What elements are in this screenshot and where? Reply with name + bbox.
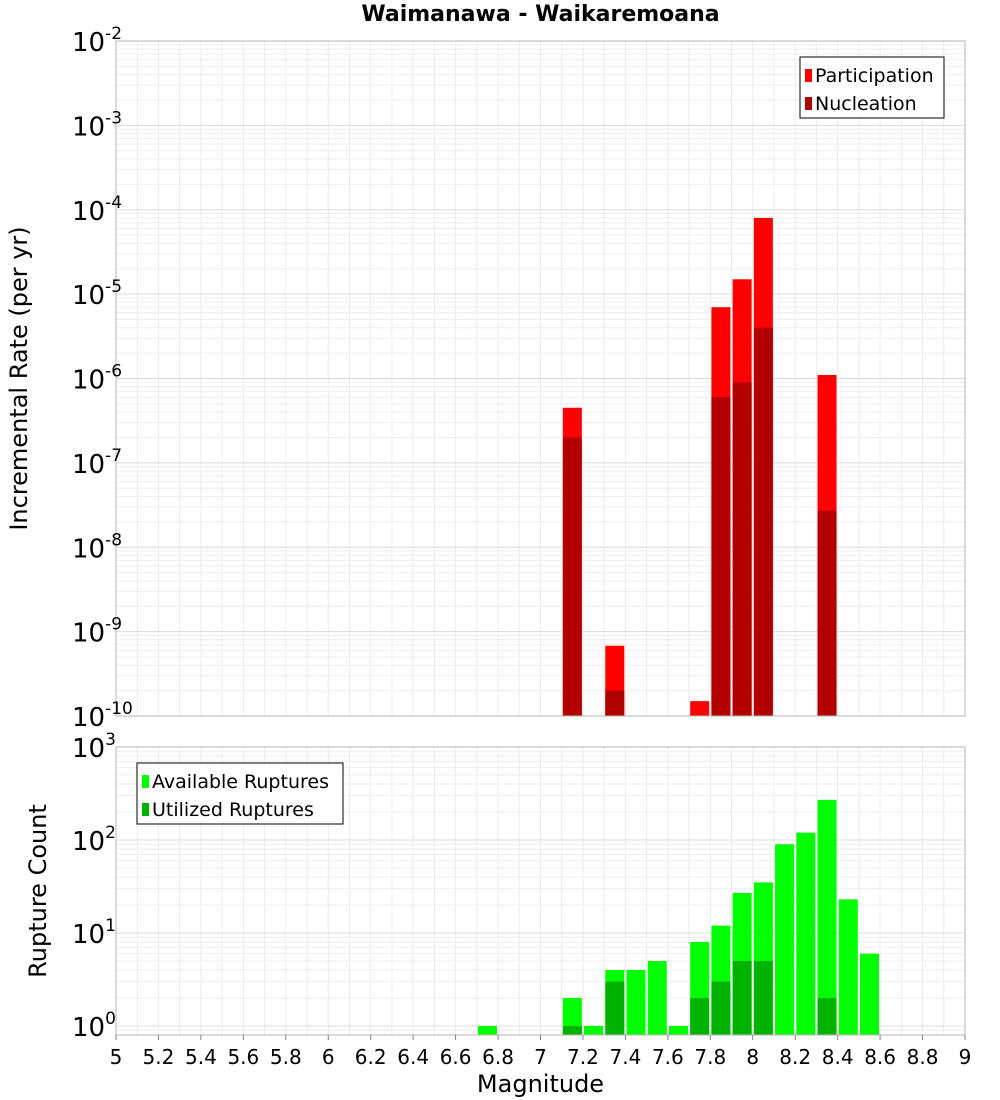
y-tick-label: 10-10 bbox=[72, 699, 133, 733]
bar bbox=[647, 960, 667, 1035]
bar bbox=[796, 832, 816, 1035]
bar bbox=[775, 844, 795, 1035]
bar bbox=[711, 397, 731, 716]
bar bbox=[584, 1025, 604, 1035]
bar bbox=[753, 327, 773, 716]
legend-label: Utilized Ruptures bbox=[152, 799, 314, 821]
series-1 bbox=[562, 960, 837, 1035]
x-tick-label: 5.6 bbox=[227, 1045, 259, 1069]
bar bbox=[817, 510, 837, 716]
grid bbox=[115, 41, 966, 717]
x-tick-label: 6.6 bbox=[440, 1045, 472, 1069]
legend: Participation Nucleation bbox=[799, 56, 945, 119]
bar bbox=[562, 997, 582, 1035]
y-tick-label: 10-5 bbox=[72, 277, 122, 311]
bar bbox=[626, 969, 646, 1035]
x-tick-label: 5.8 bbox=[270, 1045, 302, 1069]
y-tick-label: 103 bbox=[72, 730, 116, 764]
series-1 bbox=[562, 327, 837, 716]
series-0 bbox=[477, 799, 879, 1035]
bar bbox=[732, 960, 752, 1035]
legend: Available Ruptures Utilized Ruptures bbox=[136, 762, 344, 825]
x-tick-label: 6 bbox=[322, 1045, 335, 1069]
legend-label: Participation bbox=[815, 65, 934, 87]
bar bbox=[605, 690, 625, 716]
bar bbox=[477, 1025, 497, 1035]
x-tick-label: 8.4 bbox=[822, 1045, 854, 1069]
y-tick-label: 10-3 bbox=[72, 108, 122, 142]
x-tick-label: 5 bbox=[110, 1045, 123, 1069]
rate-panel: 10-10 10-9 10-8 10-7 10-6 10-5 10-4 10-3 10-2 Inc… bbox=[5, 24, 966, 733]
y-tick-label: 10-8 bbox=[72, 530, 122, 564]
bar bbox=[711, 981, 731, 1035]
legend-label: Nucleation bbox=[815, 93, 917, 115]
x-tick-label: 7.8 bbox=[694, 1045, 726, 1069]
x-tick-label: 6.2 bbox=[355, 1045, 387, 1069]
x-tick-label: 7.6 bbox=[652, 1045, 684, 1069]
y-axis-label: Rupture Count bbox=[24, 804, 52, 978]
bar bbox=[690, 997, 710, 1035]
y-tick-label: 102 bbox=[72, 823, 116, 857]
legend-swatch bbox=[805, 97, 812, 110]
bar bbox=[838, 899, 858, 1035]
y-tick-label: 10-7 bbox=[72, 446, 122, 480]
y-axis-label: Incremental Rate (per yr) bbox=[5, 226, 33, 530]
x-tick-label: 8 bbox=[746, 1045, 759, 1069]
bar bbox=[690, 701, 710, 716]
x-axis-label: Magnitude bbox=[477, 1070, 604, 1098]
bar bbox=[753, 960, 773, 1035]
x-tick-label: 7 bbox=[534, 1045, 547, 1069]
plot-frame bbox=[115, 40, 966, 717]
x-tick-label: 6.4 bbox=[397, 1045, 429, 1069]
x-tick-label: 5.4 bbox=[185, 1045, 217, 1069]
x-tick-label: 5.2 bbox=[143, 1045, 175, 1069]
legend-swatch bbox=[805, 69, 812, 82]
bar bbox=[668, 1025, 688, 1035]
bar bbox=[859, 953, 879, 1035]
y-tick-label: 101 bbox=[72, 916, 116, 950]
bar bbox=[562, 437, 582, 716]
y-tick-label: 10-2 bbox=[72, 24, 122, 58]
y-tick-label: 10-6 bbox=[72, 362, 122, 396]
bar bbox=[817, 799, 837, 1035]
y-tick-label: 100 bbox=[72, 1009, 116, 1043]
x-tick-label: 8.6 bbox=[864, 1045, 896, 1069]
x-tick-label: 7.2 bbox=[567, 1045, 599, 1069]
chart-title: Waimanawa - Waikaremoana bbox=[361, 2, 720, 27]
x-tick-label: 9 bbox=[959, 1045, 972, 1069]
bar bbox=[605, 981, 625, 1035]
legend-swatch bbox=[142, 775, 149, 788]
legend-swatch bbox=[142, 803, 149, 816]
bar bbox=[732, 382, 752, 716]
y-tick-label: 10-4 bbox=[72, 193, 122, 227]
legend-box bbox=[136, 762, 344, 825]
x-tick-label: 8.2 bbox=[779, 1045, 811, 1069]
x-tick-label: 6.8 bbox=[482, 1045, 514, 1069]
bar bbox=[817, 997, 837, 1035]
legend-box bbox=[799, 56, 945, 119]
x-tick-label: 8.8 bbox=[907, 1045, 939, 1069]
y-tick-label: 10-9 bbox=[72, 615, 122, 649]
x-tick-label: 7.4 bbox=[609, 1045, 641, 1069]
bar bbox=[562, 1025, 582, 1035]
legend-label: Available Ruptures bbox=[152, 771, 329, 793]
